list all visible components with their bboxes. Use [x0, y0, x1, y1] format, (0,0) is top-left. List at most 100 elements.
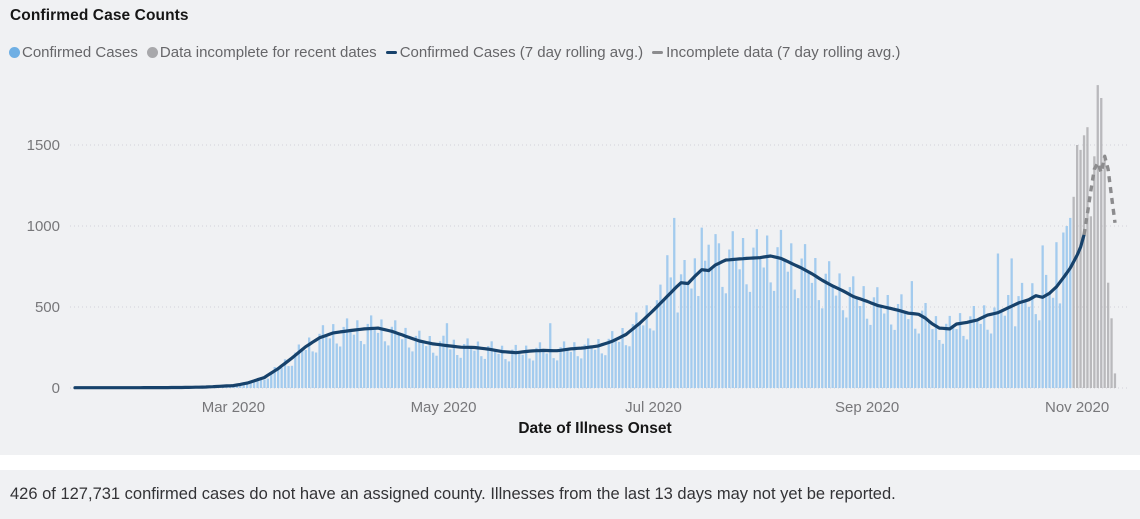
- confirmed-case-bar[interactable]: [938, 340, 941, 388]
- confirmed-case-bar[interactable]: [669, 277, 672, 388]
- legend-item-confirmed-avg[interactable]: Confirmed Cases (7 day rolling avg.): [385, 44, 643, 61]
- confirmed-case-bar[interactable]: [700, 227, 703, 388]
- confirmed-case-bar[interactable]: [996, 253, 1000, 389]
- confirmed-case-bar[interactable]: [631, 324, 634, 388]
- confirmed-case-bar[interactable]: [604, 355, 607, 388]
- confirmed-case-bar[interactable]: [745, 284, 748, 388]
- confirmed-case-bar[interactable]: [728, 249, 731, 389]
- confirmed-case-bar[interactable]: [666, 255, 669, 388]
- confirmed-case-bar[interactable]: [314, 352, 318, 389]
- confirmed-case-bar[interactable]: [786, 271, 789, 388]
- confirmed-case-bar[interactable]: [266, 378, 269, 388]
- confirmed-case-bar[interactable]: [1014, 326, 1017, 388]
- confirmed-case-bar[interactable]: [259, 377, 263, 388]
- confirmed-case-bar[interactable]: [428, 336, 431, 388]
- confirmed-case-bar[interactable]: [748, 291, 752, 388]
- confirmed-case-bar[interactable]: [989, 333, 993, 389]
- confirmed-case-bar[interactable]: [848, 287, 851, 388]
- confirmed-case-bar[interactable]: [769, 282, 772, 388]
- confirmed-case-bar[interactable]: [328, 338, 331, 388]
- confirmed-case-bar[interactable]: [335, 343, 338, 389]
- confirmed-case-bar[interactable]: [1045, 274, 1048, 388]
- confirmed-case-bar[interactable]: [394, 320, 397, 388]
- confirmed-case-bar[interactable]: [876, 287, 879, 388]
- confirmed-case-bar[interactable]: [741, 238, 745, 388]
- confirmed-case-bar[interactable]: [383, 341, 387, 388]
- confirmed-case-bar[interactable]: [845, 317, 848, 389]
- confirmed-case-bar[interactable]: [762, 267, 765, 389]
- confirmed-case-bar[interactable]: [445, 323, 449, 388]
- confirmed-case-bar[interactable]: [263, 379, 266, 388]
- confirmed-case-bar[interactable]: [735, 259, 738, 388]
- confirmed-case-bar[interactable]: [890, 324, 893, 389]
- confirmed-case-bar[interactable]: [645, 305, 648, 388]
- confirmed-case-bar[interactable]: [779, 229, 783, 388]
- confirmed-case-bar[interactable]: [1034, 314, 1037, 388]
- confirmed-case-bar[interactable]: [600, 353, 603, 388]
- confirmed-case-bar[interactable]: [407, 347, 411, 389]
- confirmed-case-bar[interactable]: [442, 335, 445, 388]
- confirmed-case-bar[interactable]: [693, 258, 696, 388]
- confirmed-case-bar[interactable]: [697, 296, 700, 388]
- confirmed-case-bar[interactable]: [576, 356, 579, 388]
- confirmed-case-bar[interactable]: [438, 341, 442, 388]
- confirmed-case-bar[interactable]: [418, 330, 421, 388]
- confirmed-case-bar[interactable]: [301, 349, 304, 389]
- confirmed-case-bar[interactable]: [707, 244, 710, 388]
- incomplete-data-bar[interactable]: [1086, 127, 1089, 388]
- confirmed-case-bar[interactable]: [425, 346, 428, 388]
- confirmed-case-bar[interactable]: [239, 385, 242, 388]
- incomplete-data-bar[interactable]: [1093, 156, 1096, 388]
- confirmed-case-bar[interactable]: [463, 344, 466, 388]
- confirmed-case-bar[interactable]: [607, 338, 610, 388]
- confirmed-case-bar[interactable]: [545, 353, 548, 389]
- confirmed-case-bar[interactable]: [280, 367, 283, 388]
- confirmed-case-bar[interactable]: [793, 289, 796, 389]
- confirmed-case-bar[interactable]: [686, 283, 690, 389]
- confirmed-case-bar[interactable]: [1048, 293, 1051, 388]
- confirmed-case-bar[interactable]: [821, 308, 824, 388]
- confirmed-case-bar[interactable]: [466, 338, 469, 388]
- confirmed-case-bar[interactable]: [521, 354, 524, 388]
- incomplete-data-bar[interactable]: [1089, 216, 1092, 388]
- confirmed-case-bar[interactable]: [1038, 320, 1041, 388]
- confirmed-case-bar[interactable]: [900, 294, 903, 388]
- confirmed-case-bar[interactable]: [841, 310, 845, 388]
- confirmed-case-bar[interactable]: [559, 347, 562, 388]
- confirmed-case-bar[interactable]: [549, 323, 552, 388]
- incomplete-data-bar[interactable]: [1076, 145, 1079, 388]
- confirmed-case-bar[interactable]: [318, 333, 321, 388]
- confirmed-case-bar[interactable]: [373, 328, 376, 388]
- confirmed-case-bar[interactable]: [490, 341, 493, 388]
- confirmed-case-bar[interactable]: [1062, 232, 1065, 389]
- confirmed-case-bar[interactable]: [397, 333, 400, 388]
- confirmed-case-bar[interactable]: [683, 260, 686, 388]
- confirmed-case-bar[interactable]: [958, 313, 962, 388]
- confirmed-case-bar[interactable]: [283, 359, 287, 388]
- confirmed-case-bar[interactable]: [852, 276, 855, 388]
- confirmed-case-bar[interactable]: [270, 371, 273, 388]
- incomplete-data-bars[interactable]: [1072, 85, 1117, 388]
- confirmed-case-bar[interactable]: [969, 316, 972, 388]
- confirmed-case-bar[interactable]: [401, 339, 404, 388]
- confirmed-case-bar[interactable]: [1024, 300, 1027, 388]
- confirmed-case-bar[interactable]: [814, 258, 817, 388]
- confirmed-case-bar[interactable]: [504, 359, 507, 388]
- confirmed-case-bar[interactable]: [714, 234, 717, 388]
- confirmed-case-bar[interactable]: [593, 349, 597, 388]
- confirmed-case-bar[interactable]: [704, 260, 707, 388]
- incomplete-data-bar[interactable]: [1103, 154, 1106, 388]
- confirmed-case-bar[interactable]: [797, 298, 800, 388]
- confirmed-case-bar[interactable]: [339, 346, 342, 389]
- confirmed-case-bar[interactable]: [325, 335, 328, 388]
- confirmed-case-bar[interactable]: [473, 350, 476, 388]
- confirmed-case-bar[interactable]: [917, 333, 920, 389]
- confirmed-case-bar[interactable]: [955, 329, 958, 388]
- confirmed-case-bar[interactable]: [552, 358, 555, 388]
- confirmed-case-bar[interactable]: [903, 312, 907, 388]
- confirmed-case-bar[interactable]: [618, 341, 621, 388]
- confirmed-case-bar[interactable]: [249, 380, 252, 388]
- confirmed-case-bar[interactable]: [480, 356, 483, 388]
- confirmed-case-bar[interactable]: [476, 341, 480, 389]
- incomplete-data-bar[interactable]: [1082, 135, 1086, 388]
